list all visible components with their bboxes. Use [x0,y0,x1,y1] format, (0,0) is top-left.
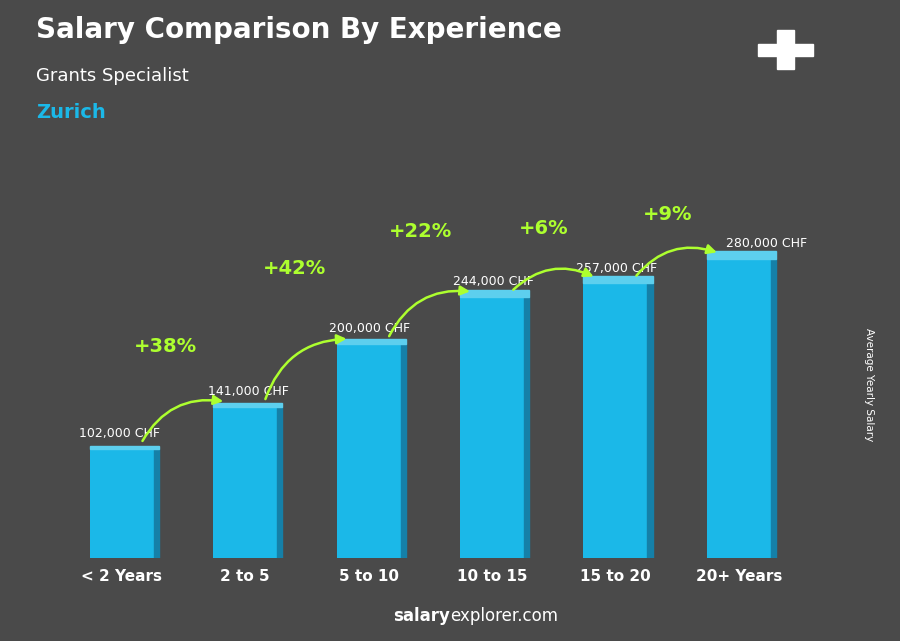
Bar [90,449,154,558]
Text: +6%: +6% [519,219,569,238]
Text: explorer.com: explorer.com [450,607,558,625]
Text: Average Yearly Salary: Average Yearly Salary [863,328,874,441]
Bar [583,276,652,283]
FancyArrowPatch shape [389,287,467,336]
Text: 244,000 CHF: 244,000 CHF [453,276,534,288]
Text: Zurich: Zurich [36,103,106,122]
Bar [583,283,647,558]
Text: salary: salary [393,607,450,625]
FancyArrowPatch shape [513,269,591,290]
Bar [460,290,529,297]
Bar [400,344,406,558]
Bar [758,44,813,56]
Bar [154,449,159,558]
Bar [706,251,776,258]
FancyArrowPatch shape [266,335,344,399]
FancyArrowPatch shape [142,396,220,441]
Bar [213,407,277,558]
Text: +42%: +42% [263,259,326,278]
Bar [90,446,159,449]
Text: 280,000 CHF: 280,000 CHF [726,237,807,250]
Text: Salary Comparison By Experience: Salary Comparison By Experience [36,16,562,44]
Text: +22%: +22% [389,222,452,242]
Bar [706,258,771,558]
Bar [647,283,652,558]
Bar [771,258,776,558]
Text: +9%: +9% [643,205,692,224]
Text: +38%: +38% [133,337,196,356]
Bar [777,30,794,69]
Text: 257,000 CHF: 257,000 CHF [576,262,657,274]
Bar [337,344,400,558]
Bar [460,297,524,558]
Text: 200,000 CHF: 200,000 CHF [329,322,410,335]
Bar [524,297,529,558]
FancyArrowPatch shape [636,246,715,276]
Bar [213,403,283,407]
Text: Grants Specialist: Grants Specialist [36,67,189,85]
Bar [277,407,283,558]
Bar [337,338,406,344]
Text: 102,000 CHF: 102,000 CHF [78,427,159,440]
Text: 141,000 CHF: 141,000 CHF [208,385,289,399]
